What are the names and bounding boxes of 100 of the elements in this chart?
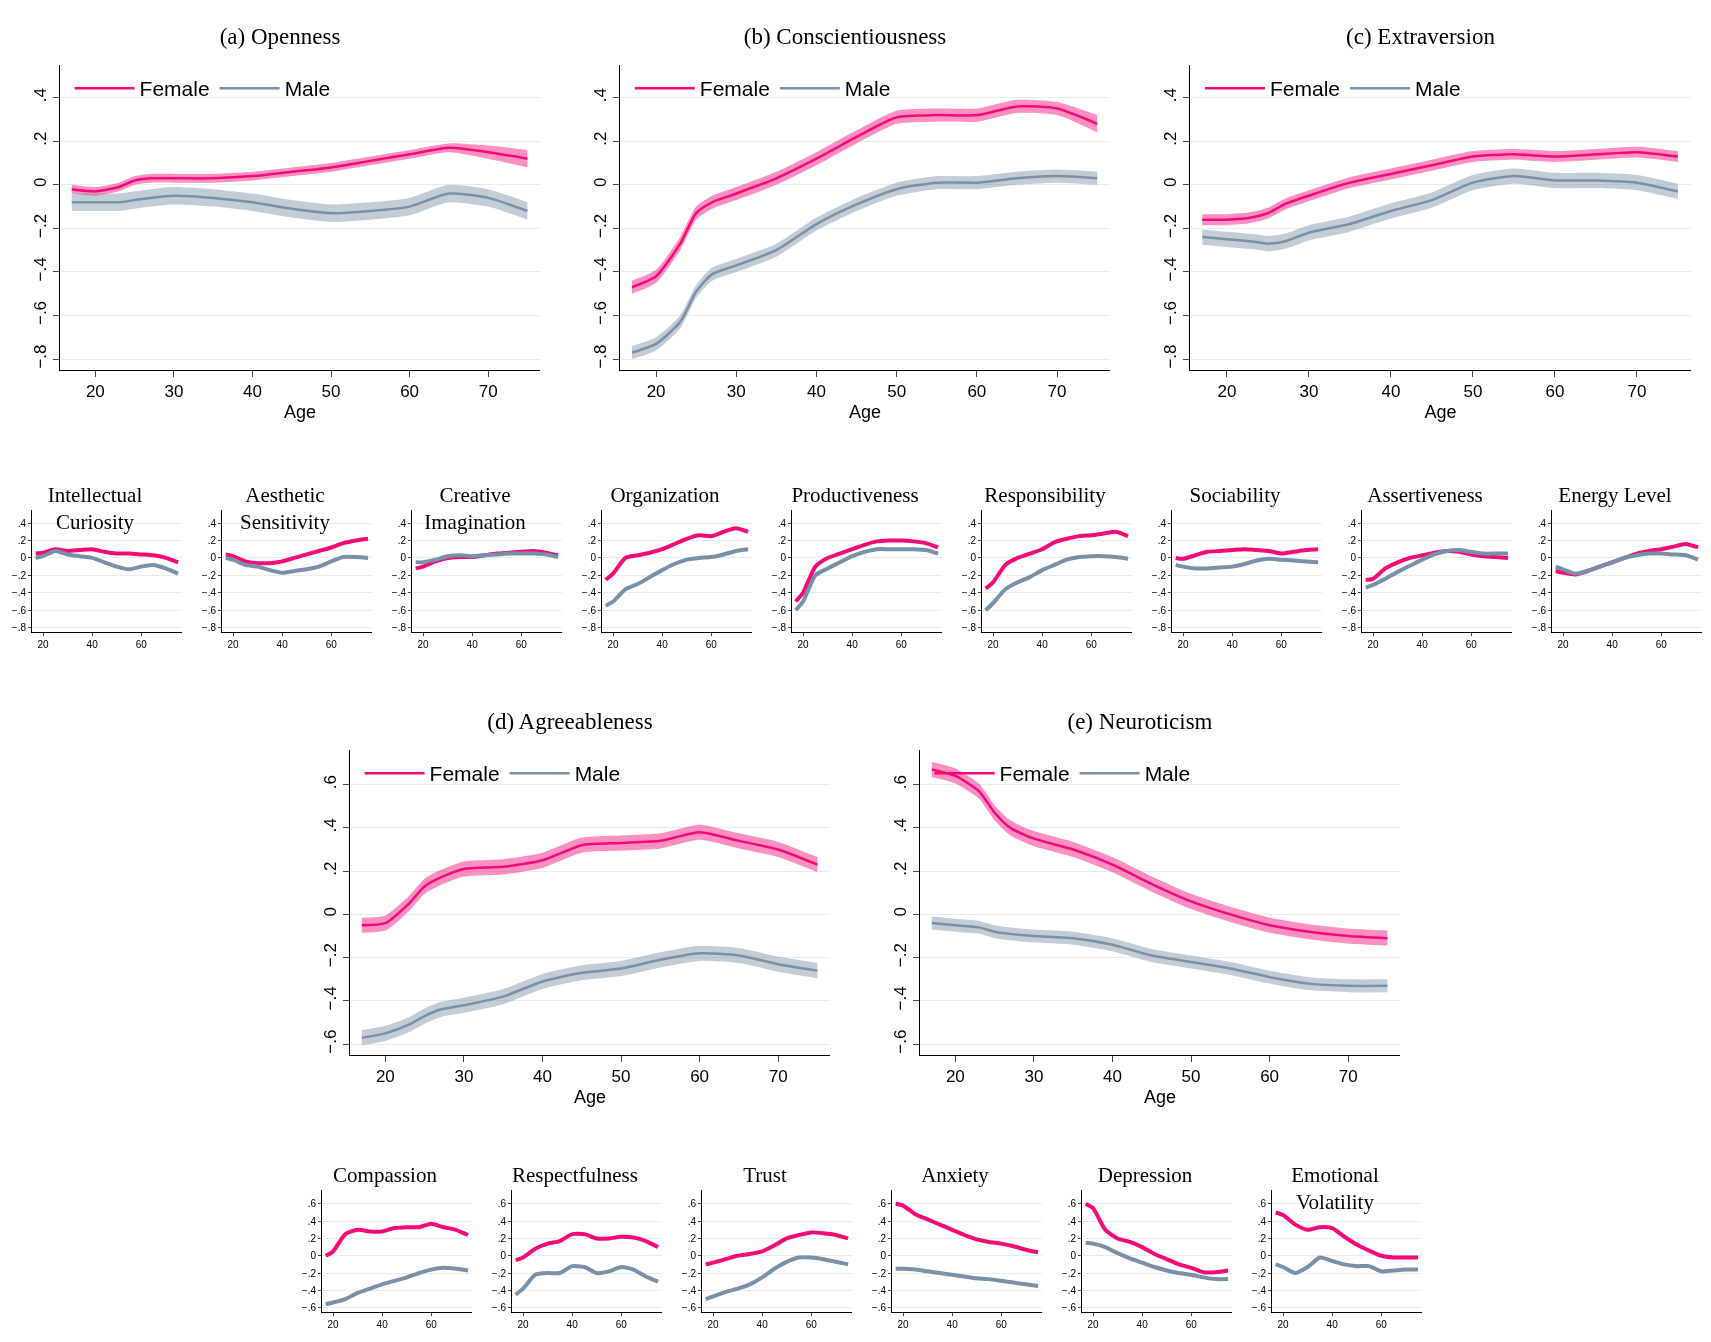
y-tick-label: −.4 xyxy=(1531,587,1547,599)
y-tick-label: 0 xyxy=(500,1250,507,1262)
y-tick-label: .4 xyxy=(1347,517,1357,529)
y-tick-label: −.8 xyxy=(391,622,407,634)
x-tick-label: 20 xyxy=(1217,382,1237,402)
y-tick-label: −.6 xyxy=(11,604,27,616)
y-tick-label: .4 xyxy=(497,1215,507,1227)
chart-title: Responsibility xyxy=(984,483,1107,507)
y-tick-label: .4 xyxy=(321,818,341,833)
y-tick-label: −.6 xyxy=(1251,1302,1267,1314)
y-tick-label: .6 xyxy=(307,1198,317,1210)
legend-label: Male xyxy=(1144,762,1191,786)
y-tick-label: −.8 xyxy=(11,622,27,634)
y-tick-label: −.6 xyxy=(1061,1302,1077,1314)
y-tick-label: −.2 xyxy=(1531,569,1547,581)
x-tick-label: 60 xyxy=(1185,1319,1198,1330)
y-tick-label: 0 xyxy=(780,552,787,564)
legend-label: Female xyxy=(699,77,770,101)
y-tick-label: .4 xyxy=(207,517,217,529)
x-tick-label: 60 xyxy=(690,1067,710,1087)
x-tick-label: 20 xyxy=(1557,639,1570,650)
chart-title: (b) Conscientiousness xyxy=(743,23,947,49)
x-tick-label: 20 xyxy=(797,639,810,650)
y-tick-label: −.2 xyxy=(591,213,611,238)
y-tick-label: 0 xyxy=(590,552,597,564)
chart-title: Assertiveness xyxy=(1367,483,1483,507)
x-tick-label: 70 xyxy=(1047,382,1067,402)
y-tick-label: −.6 xyxy=(201,604,217,616)
x-tick-label: 40 xyxy=(756,1319,769,1330)
x-axis-title: Age xyxy=(1143,1086,1177,1107)
y-tick-label: .2 xyxy=(397,535,407,546)
y-tick-label: −.2 xyxy=(321,943,341,968)
x-tick-label: 20 xyxy=(327,1319,340,1330)
chart-title: (d) Agreeableness xyxy=(487,708,653,734)
y-tick-label: 0 xyxy=(1540,552,1547,564)
x-tick-label: 40 xyxy=(1416,639,1429,650)
y-tick-label: .2 xyxy=(1537,535,1547,546)
y-tick-label: .2 xyxy=(587,535,597,546)
x-tick-label: 50 xyxy=(1181,1067,1201,1087)
y-tick-label: .6 xyxy=(1257,1198,1267,1210)
y-tick-label: −.6 xyxy=(961,604,977,616)
chart-title: Anxiety xyxy=(921,1163,990,1187)
x-tick-label: 20 xyxy=(417,639,430,650)
x-tick-label: 30 xyxy=(454,1067,474,1087)
y-tick-label: 0 xyxy=(591,177,611,187)
y-tick-label: −.2 xyxy=(301,1267,317,1279)
legend-label: Male xyxy=(844,77,891,101)
y-tick-label: −.6 xyxy=(1531,604,1547,616)
y-tick-label: 0 xyxy=(690,1250,697,1262)
y-tick-label: −.4 xyxy=(1161,257,1181,282)
y-tick-label: −.4 xyxy=(581,587,597,599)
y-tick-label: .4 xyxy=(1537,517,1547,529)
x-tick-label: 40 xyxy=(946,1319,959,1330)
x-tick-label: 20 xyxy=(37,639,50,650)
legend-label: Female xyxy=(999,762,1070,786)
legend-label: Male xyxy=(1415,77,1461,101)
chart-title: Creative Imagination xyxy=(424,483,527,535)
x-tick-label: 60 xyxy=(1275,639,1288,650)
x-tick-label: 60 xyxy=(325,639,338,650)
x-tick-label: 20 xyxy=(987,639,1000,650)
y-tick-label: −.4 xyxy=(1061,1284,1077,1296)
y-tick-label: −.8 xyxy=(1151,622,1167,634)
x-tick-label: 30 xyxy=(726,382,746,402)
y-tick-label: −.4 xyxy=(681,1284,697,1296)
y-tick-label: .2 xyxy=(321,861,341,876)
x-tick-label: 60 xyxy=(515,639,528,650)
y-tick-label: .6 xyxy=(687,1198,697,1210)
y-tick-label: −.2 xyxy=(771,569,787,581)
x-tick-label: 40 xyxy=(566,1319,579,1330)
chart-title: Organization xyxy=(610,483,721,507)
legend-label: Female xyxy=(429,762,500,786)
y-tick-label: −.4 xyxy=(871,1284,887,1296)
y-tick-label: .4 xyxy=(877,1215,887,1227)
x-tick-label: 40 xyxy=(656,639,669,650)
y-tick-label: .2 xyxy=(967,535,977,546)
y-tick-label: −.4 xyxy=(771,587,787,599)
y-tick-label: 0 xyxy=(970,552,977,564)
y-tick-label: .4 xyxy=(1257,1215,1267,1227)
y-tick-label: .2 xyxy=(591,131,611,146)
y-tick-label: 0 xyxy=(321,907,341,917)
y-tick-label: .4 xyxy=(397,517,407,529)
y-tick-label: −.6 xyxy=(1151,604,1167,616)
chart-title: (c) Extraversion xyxy=(1346,23,1496,49)
y-tick-label: −.8 xyxy=(1161,344,1181,369)
chart-title: (e) Neuroticism xyxy=(1067,708,1213,734)
y-tick-label: 0 xyxy=(1160,552,1167,564)
y-tick-label: 0 xyxy=(210,552,217,564)
y-tick-label: .4 xyxy=(1157,517,1167,529)
chart-title: Productiveness xyxy=(791,483,919,507)
y-tick-label: −.2 xyxy=(581,569,597,581)
y-tick-label: .4 xyxy=(1067,1215,1077,1227)
x-tick-label: 60 xyxy=(705,639,718,650)
y-tick-label: .4 xyxy=(687,1215,697,1227)
y-tick-label: 0 xyxy=(1260,1250,1267,1262)
y-tick-label: −.8 xyxy=(201,622,217,634)
y-tick-label: .6 xyxy=(877,1198,887,1210)
y-tick-label: 0 xyxy=(1350,552,1357,564)
y-tick-label: −.4 xyxy=(201,587,217,599)
y-tick-label: .2 xyxy=(687,1232,697,1244)
x-axis-title: Age xyxy=(848,401,882,422)
